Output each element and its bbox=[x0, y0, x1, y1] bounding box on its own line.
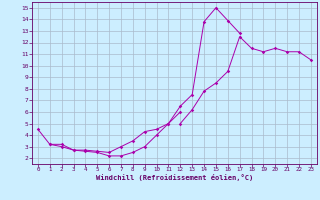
X-axis label: Windchill (Refroidissement éolien,°C): Windchill (Refroidissement éolien,°C) bbox=[96, 174, 253, 181]
